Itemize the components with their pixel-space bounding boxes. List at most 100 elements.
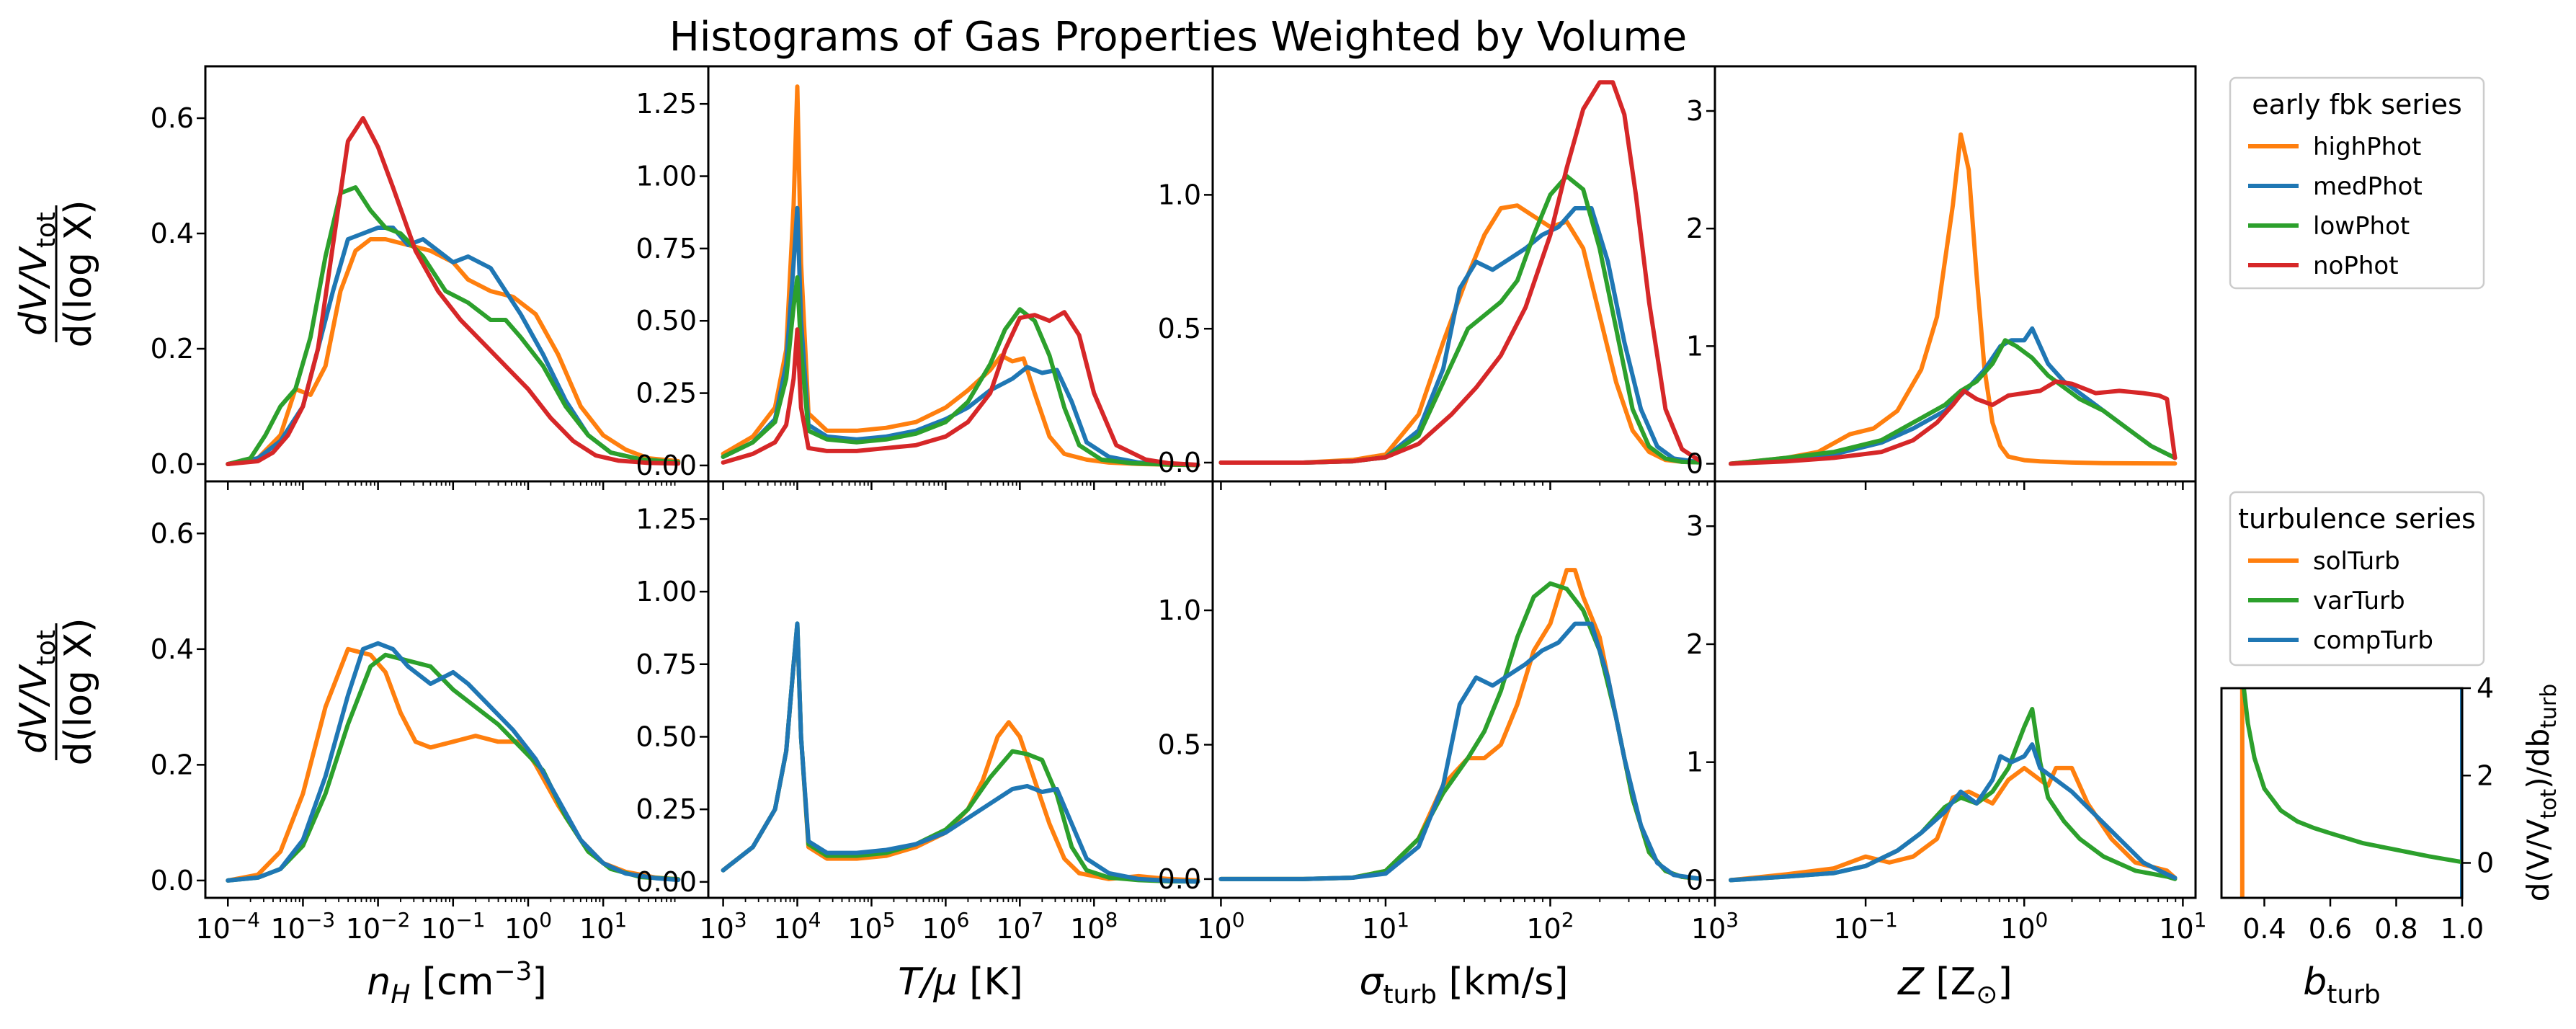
tick-base: 10 bbox=[1362, 913, 1396, 945]
y-tick-label: 0.2 bbox=[151, 333, 194, 365]
panel-frame bbox=[1713, 480, 2197, 899]
label-unit: [km/s] bbox=[1437, 961, 1568, 1004]
y-tick-label: 2 bbox=[1686, 213, 1703, 244]
label-main: Z bbox=[1897, 961, 1925, 1004]
legend-label-noPhot: noPhot bbox=[2313, 251, 2399, 280]
tick-base: 10 bbox=[1833, 913, 1868, 945]
y-tick-label: 0.75 bbox=[636, 649, 697, 680]
y-tick-label: 0.0 bbox=[1158, 447, 1201, 478]
series-line-noPhot bbox=[1218, 80, 1701, 465]
y-tick-label: 0.25 bbox=[636, 378, 697, 409]
legend-label-varTurb: varTurb bbox=[2313, 587, 2405, 615]
x-axis-label-bturb: bturb bbox=[2303, 961, 2381, 1010]
tick-base: 10 bbox=[1070, 913, 1105, 945]
label-main: d(V/V bbox=[2521, 819, 2556, 901]
label-sub: turb bbox=[2536, 684, 2562, 729]
panel-frame bbox=[204, 480, 710, 899]
tick-exponent: −4 bbox=[231, 908, 260, 932]
tick-exponent: −1 bbox=[1868, 908, 1898, 932]
series-line-compTurb bbox=[226, 641, 681, 883]
label-main: b bbox=[2303, 961, 2327, 1004]
series-group bbox=[2239, 688, 2462, 898]
series-line-solTurb bbox=[1729, 765, 2178, 883]
series-group bbox=[1218, 80, 1701, 465]
x-tick-label: 107 bbox=[996, 908, 1043, 945]
tick-exponent: 2 bbox=[1561, 908, 1574, 932]
x-tick-label: 0.6 bbox=[2309, 913, 2352, 945]
label-sub: turb bbox=[1383, 980, 1437, 1010]
legend-label-highPhot: highPhot bbox=[2313, 133, 2421, 161]
x-tick-label: 101 bbox=[579, 908, 627, 945]
tick-base: 10 bbox=[847, 913, 882, 945]
tick-exponent: 0 bbox=[1232, 908, 1245, 932]
legend-label-lowPhot: lowPhot bbox=[2313, 212, 2410, 241]
label-unit: [cm bbox=[410, 961, 494, 1004]
series-line-noPhot bbox=[1729, 379, 2178, 466]
label-main: dV/V bbox=[12, 246, 55, 336]
x-tick-label: 100 bbox=[504, 908, 552, 945]
y-tick-label: 0.75 bbox=[636, 233, 697, 264]
y-tick-label: 0.0 bbox=[151, 865, 194, 896]
series-line-noPhot bbox=[226, 116, 681, 466]
y-tick-label: 0 bbox=[1686, 448, 1703, 480]
label-close: ] bbox=[532, 961, 546, 1004]
y-tick-label: 0.00 bbox=[636, 450, 697, 481]
series-line-solTurb bbox=[1218, 568, 1701, 881]
legend-box bbox=[2229, 491, 2485, 667]
tick-exponent: 3 bbox=[1726, 908, 1739, 932]
series-line-varTurb bbox=[2241, 688, 2462, 865]
tick-exponent: 0 bbox=[2036, 908, 2049, 932]
tick-base: 10 bbox=[699, 913, 734, 945]
label-close: ] bbox=[1997, 961, 2012, 1004]
tick-exponent: −1 bbox=[455, 908, 485, 932]
y-tick-label: 1.00 bbox=[636, 161, 697, 192]
label-sub: H bbox=[391, 980, 410, 1010]
tick-base: 10 bbox=[1197, 913, 1231, 945]
y-label-bturb: d(V/Vtot)/dbturb bbox=[2521, 684, 2562, 902]
x-tick-label: 10−4 bbox=[195, 908, 260, 945]
tick-exponent: 5 bbox=[883, 908, 896, 932]
panel-bturb: 0 2 4 0.4 0.6 0.8 1.0 bbox=[2220, 672, 2494, 945]
legends: early fbk series highPhot medPhot lowPhot no… bbox=[2229, 76, 2485, 667]
y-tick-label: 0.0 bbox=[151, 448, 194, 480]
tick-base: 10 bbox=[1691, 913, 1726, 945]
legend-label-compTurb: compTurb bbox=[2313, 626, 2433, 655]
series-group bbox=[226, 641, 681, 883]
series-line-lowPhot bbox=[1218, 174, 1701, 465]
tick-exponent: 4 bbox=[808, 908, 821, 932]
series-line-highPhot bbox=[721, 84, 1200, 468]
tick-base: 10 bbox=[504, 913, 539, 945]
panel-frame bbox=[707, 480, 1214, 899]
y-tick-label: 3 bbox=[1686, 95, 1703, 127]
series-group bbox=[1729, 707, 2178, 883]
series-line-medPhot bbox=[226, 226, 681, 466]
y-tick-label: 0.2 bbox=[151, 749, 194, 780]
y-tick-label: 3 bbox=[1686, 510, 1703, 542]
series-line-lowPhot bbox=[721, 275, 1200, 468]
x-tick-label: 1.0 bbox=[2441, 913, 2484, 945]
y-tick-label: 1.25 bbox=[636, 503, 697, 535]
panels: 0.00.20.40.60.00.20.40.610−4 10−3 10−2 10−1… bbox=[151, 65, 2494, 945]
panel-nH-top: 0.0 0.2 0.4 0.6 bbox=[151, 65, 710, 490]
x-tick-label: 0.8 bbox=[2374, 913, 2417, 945]
label-sub: turb bbox=[2327, 980, 2381, 1010]
x-tick-label: 106 bbox=[922, 908, 969, 945]
tick-exponent: 6 bbox=[957, 908, 970, 932]
series-line-compTurb bbox=[1218, 621, 1701, 881]
y-tick-label: 0 bbox=[1686, 864, 1703, 896]
series-group bbox=[721, 621, 1200, 884]
x-axis-label-T: T/μ [K] bbox=[898, 961, 1023, 1004]
axis-labels: nH [cm−3] T/μ [K] σturb [km/s] Z [Z⊙] bturb bbox=[367, 957, 2381, 1010]
y-tick-label: 0.50 bbox=[636, 721, 697, 752]
y-tick-label: 1 bbox=[1686, 747, 1703, 778]
legend-label-solTurb: solTurb bbox=[2313, 547, 2400, 576]
y-tick-label: 1.0 bbox=[1158, 594, 1201, 626]
label-main: T/μ bbox=[898, 961, 957, 1004]
y-tick-label: 0.6 bbox=[151, 517, 194, 549]
tick-base: 10 bbox=[579, 913, 614, 945]
y-axis-label-bturb: d(V/Vtot)/dbturb bbox=[2521, 684, 2562, 902]
x-tick-label: 0.4 bbox=[2242, 913, 2286, 945]
x-tick-label: 105 bbox=[847, 908, 895, 945]
